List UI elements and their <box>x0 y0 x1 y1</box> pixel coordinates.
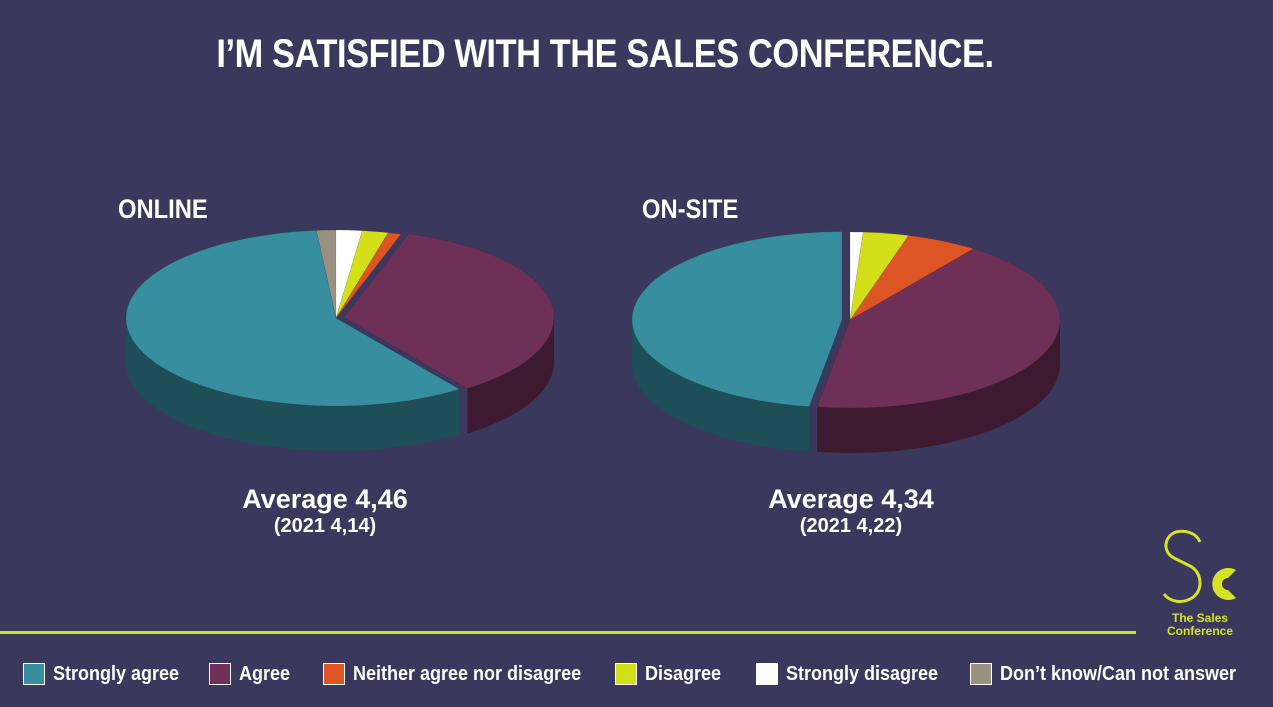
divider <box>0 631 1136 634</box>
onsite-chart-label: ON-SITE <box>642 194 739 224</box>
legend-label: Agree <box>239 662 291 685</box>
online-side-0 <box>126 318 460 452</box>
legend-swatch-disagree <box>615 663 637 685</box>
online-slice-2 <box>335 232 402 319</box>
legend-item-agree: Agree <box>209 660 296 688</box>
logo-text: The Sales Conference <box>1150 612 1250 638</box>
logo-text-line2: Conference <box>1166 624 1234 638</box>
legend-label: Strongly agree <box>53 662 180 685</box>
onsite-slice-2 <box>849 235 975 321</box>
page-title: I’M SATISFIED WITH THE SALES CONFERENCE. <box>216 32 994 76</box>
onsite-slice-4 <box>849 231 864 321</box>
online-previous-value: (2021 4,14) <box>273 515 377 537</box>
legend-swatch-strongly-agree <box>23 663 45 685</box>
onsite-side-0 <box>632 319 810 452</box>
legend-label: Disagree <box>645 662 722 685</box>
online-slice-3 <box>335 230 389 319</box>
legend-label: Strongly disagree <box>786 662 939 685</box>
legend-item-dont-know: Don’t know/Can not answer <box>970 660 1262 688</box>
legend-item-strongly-disagree: Strongly disagree <box>756 660 955 688</box>
legend-item-strongly-agree: Strongly agree <box>23 660 193 688</box>
legend-swatch-dont-know <box>970 663 992 685</box>
onsite-previous-value: (2021 4,22) <box>799 515 903 537</box>
online-side-1 <box>467 317 554 434</box>
online-chart-label: ONLINE <box>118 194 208 224</box>
online-slice-4 <box>335 229 363 319</box>
sales-conference-logo-icon <box>1162 529 1236 603</box>
onsite-slice-3 <box>849 231 910 321</box>
online-slice-1 <box>343 233 555 389</box>
online-average-value: Average 4,46 <box>242 484 408 514</box>
onsite-average: Average 4,34 (2021 4,22) <box>716 484 986 538</box>
onsite-slice-0 <box>631 231 843 407</box>
legend-swatch-neither <box>323 663 345 685</box>
onsite-pie <box>631 231 1061 453</box>
legend-item-neither: Neither agree nor disagree <box>323 660 606 688</box>
online-average: Average 4,46 (2021 4,14) <box>190 484 460 538</box>
onsite-slice-1 <box>816 248 1061 409</box>
online-slice-0 <box>125 230 461 407</box>
legend-item-disagree: Disagree <box>615 660 730 688</box>
onsite-average-value: Average 4,34 <box>768 484 934 514</box>
legend-swatch-strongly-disagree <box>756 663 778 685</box>
legend: Strongly agree Agree Neither agree nor d… <box>23 660 1263 690</box>
online-slice-5 <box>315 229 337 319</box>
legend-label: Neither agree nor disagree <box>353 662 582 685</box>
online-pie <box>125 229 555 452</box>
legend-label: Don’t know/Can not answer <box>1000 662 1237 685</box>
legend-swatch-agree <box>209 663 231 685</box>
onsite-side-1 <box>817 320 1060 453</box>
logo-text-line1: The Sales <box>1171 611 1229 625</box>
